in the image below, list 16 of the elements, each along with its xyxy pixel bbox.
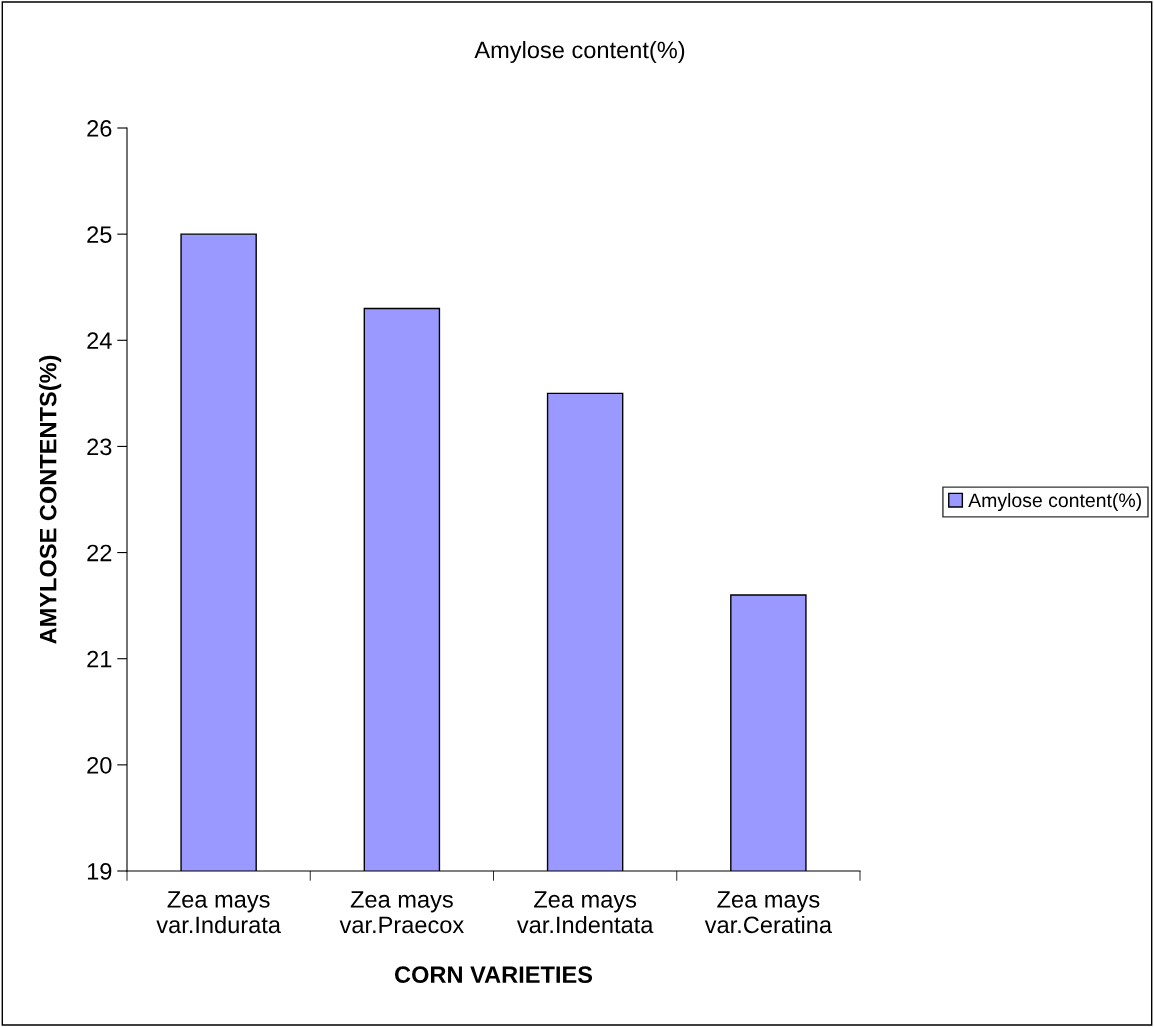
x-tick-label: Zea mays var.Indurata bbox=[156, 891, 281, 934]
x-tick-label: Zea mays var.Praecox bbox=[339, 891, 464, 934]
y-tick-label: 19 bbox=[87, 863, 112, 880]
chart-title: Amylose content(%) bbox=[474, 41, 685, 63]
y-axis-title: AMYLOSE CONTENTS(%) bbox=[39, 355, 62, 644]
y-tick-label: 22 bbox=[87, 544, 112, 562]
y-tick-label: 25 bbox=[87, 226, 112, 243]
x-tick-label: Zea mays var.Indentata bbox=[516, 891, 654, 934]
x-tick-label: Zea mays var.Ceratina bbox=[704, 891, 833, 934]
y-tick-label: 24 bbox=[87, 332, 112, 349]
legend-label: Amylose content(%) bbox=[968, 492, 1141, 512]
y-tick-label: 23 bbox=[87, 438, 112, 456]
y-tick-label: 21 bbox=[87, 650, 112, 668]
y-tick-label: 26 bbox=[87, 120, 112, 137]
y-tick-label: 20 bbox=[87, 756, 112, 774]
x-axis-title: CORN VARIETIES bbox=[394, 966, 593, 984]
